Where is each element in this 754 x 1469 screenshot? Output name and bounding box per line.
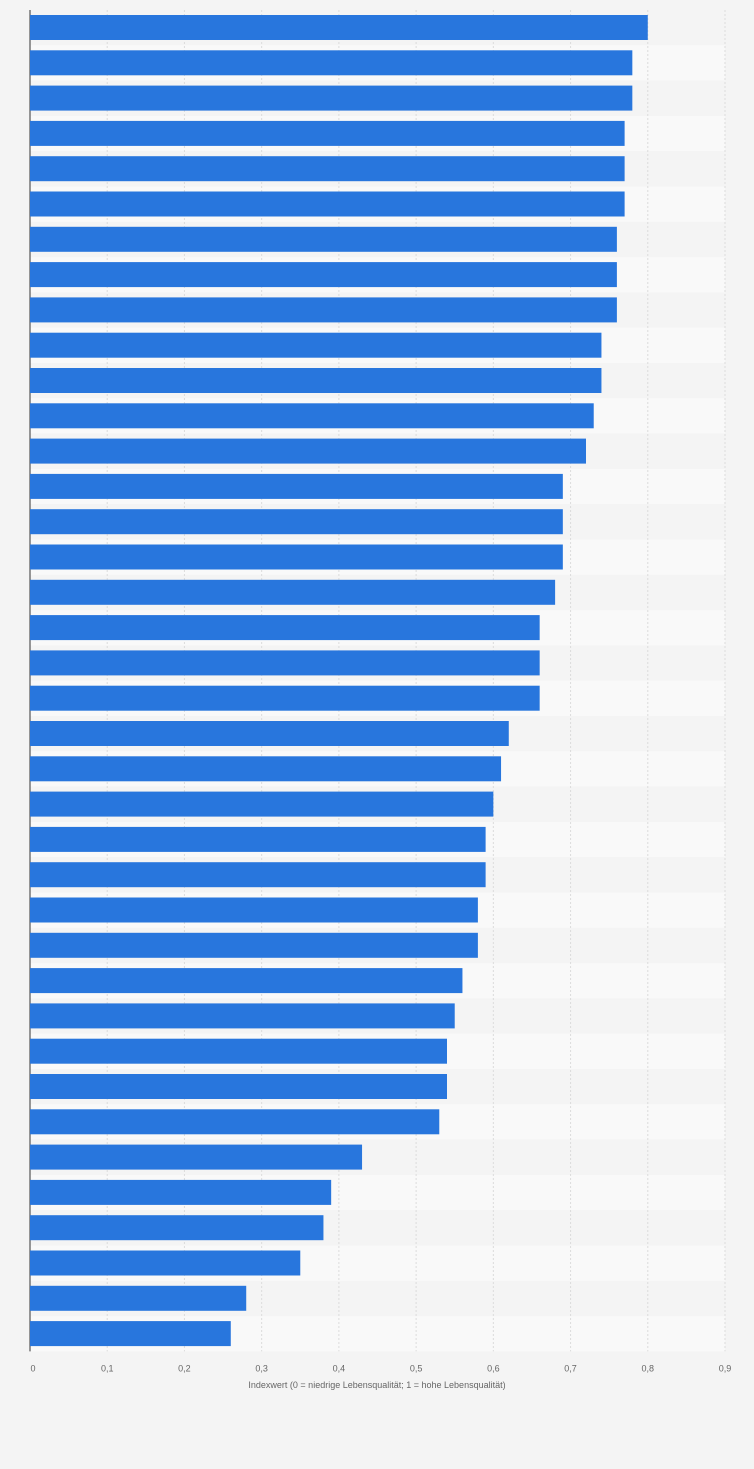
bar (30, 1038, 447, 1064)
bar (30, 650, 540, 676)
bar (30, 1250, 301, 1276)
x-tick-label: 0,2 (178, 1363, 191, 1373)
bar (30, 791, 494, 817)
x-tick-label: 0,8 (642, 1363, 655, 1373)
bar (30, 15, 648, 40)
bar (30, 897, 478, 923)
x-tick-label: 0,5 (410, 1363, 423, 1373)
bar (30, 226, 617, 252)
bar (30, 1144, 363, 1170)
x-tick-label: 0,1 (101, 1363, 114, 1373)
bar (30, 1215, 324, 1241)
bar (30, 1003, 455, 1029)
bar (30, 721, 509, 746)
x-axis-tick-labels: 0 0,1 0,2 0,3 0,4 0,5 0,6 0,7 0,8 0,9 (30, 1363, 731, 1373)
bar (30, 1285, 247, 1311)
bar (30, 50, 633, 76)
bar (30, 191, 625, 217)
bar (30, 262, 617, 288)
x-axis-title: Indexwert (0 = niedrige Lebensqualität; … (248, 1380, 505, 1390)
bar (30, 862, 486, 888)
bar (30, 685, 540, 711)
bar (30, 544, 563, 570)
bars (30, 15, 648, 1347)
bar (30, 579, 556, 605)
bar (30, 438, 586, 464)
x-tick-label: 0,7 (564, 1363, 577, 1373)
bar (30, 1321, 231, 1347)
bar (30, 332, 602, 358)
x-tick-label: 0,9 (719, 1363, 732, 1373)
x-tick-label: 0,3 (255, 1363, 268, 1373)
x-tick-label: 0,4 (333, 1363, 346, 1373)
bar (30, 120, 625, 146)
bar (30, 932, 478, 958)
bar (30, 1109, 440, 1135)
bar (30, 473, 563, 499)
x-tick-label: 0,6 (487, 1363, 500, 1373)
bar (30, 1074, 447, 1099)
bar (30, 826, 486, 852)
bar (30, 156, 625, 182)
bar (30, 968, 463, 994)
x-tick-label: 0 (30, 1363, 35, 1373)
bar (30, 403, 594, 429)
bar (30, 297, 617, 323)
bar (30, 615, 540, 641)
bar (30, 1179, 332, 1205)
bar (30, 85, 633, 111)
bar (30, 509, 563, 535)
bar (30, 368, 602, 393)
bar (30, 756, 502, 782)
